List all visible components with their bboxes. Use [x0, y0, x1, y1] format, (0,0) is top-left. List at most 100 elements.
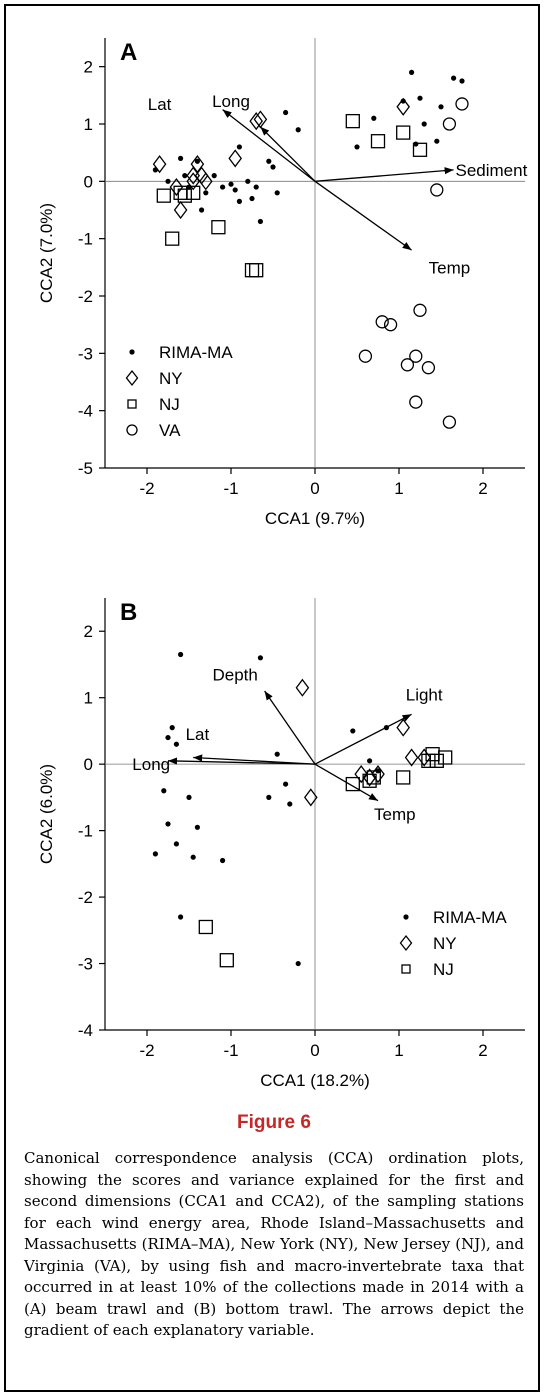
data-point-dot: [178, 651, 184, 658]
data-point-diamond: [152, 155, 167, 174]
data-point-square: [412, 142, 428, 157]
data-point-dot: [249, 195, 255, 202]
y-tick-label: 2: [84, 58, 93, 77]
data-point-dot: [354, 144, 360, 150]
data-point-square: [198, 919, 213, 935]
figure-title: Figure 6: [237, 1112, 311, 1133]
series-nj: [198, 747, 453, 968]
data-point-diamond: [186, 172, 201, 191]
data-point-dot: [245, 178, 251, 184]
data-point-diamond: [190, 155, 205, 174]
y-tick-label: 0: [84, 755, 93, 774]
data-point-dot: [232, 187, 238, 193]
legend: RIMA-MA NY NJ VA: [125, 343, 233, 440]
data-point-dot: [194, 824, 200, 830]
data-point-dot: [194, 158, 200, 164]
data-point-circle: [400, 358, 415, 372]
data-point-square: [345, 776, 360, 792]
data-point-dot: [434, 138, 440, 144]
data-point-dot: [182, 173, 188, 179]
y-tick-label: 1: [84, 115, 93, 134]
data-point-circle: [413, 303, 427, 317]
legend-marker-diamond: [125, 369, 139, 387]
legend: RIMA-MA NY NJ: [399, 908, 507, 979]
y-tick-label: -2: [78, 287, 93, 306]
y-tick-label: 2: [84, 622, 93, 641]
vector-label-lat: Lat: [186, 725, 210, 744]
y-tick-label: 1: [84, 689, 93, 708]
y-tick-label: -3: [78, 344, 93, 363]
x-axis-title: CCA1 (9.7%): [265, 509, 365, 528]
series-nj: [156, 113, 428, 278]
data-point-dot: [165, 178, 171, 184]
data-point-circle: [455, 97, 469, 111]
panel-label: B: [120, 599, 137, 626]
data-point-dot: [371, 115, 377, 121]
data-point-dot: [421, 121, 427, 127]
data-point-dot: [236, 198, 242, 204]
vector-arrow-light: [314, 713, 412, 765]
data-point-diamond: [396, 97, 411, 116]
vector-label-lat: Lat: [148, 95, 172, 114]
data-point-circle: [409, 349, 423, 363]
data-point-dot: [283, 781, 289, 787]
vector-arrow-temp: [314, 180, 412, 251]
y-tick-label: -4: [78, 402, 93, 421]
data-point-dot: [173, 741, 179, 747]
data-point-circle: [442, 415, 457, 429]
legend-label: NY: [159, 369, 183, 388]
data-point-diamond: [228, 149, 243, 168]
data-point-square: [211, 220, 226, 235]
data-point-dot: [220, 857, 226, 864]
data-point-dot: [186, 794, 192, 800]
data-point-dot: [169, 725, 175, 731]
data-point-dot: [274, 190, 280, 196]
data-point-diamond: [249, 112, 264, 131]
legend-label: NY: [433, 934, 457, 953]
y-tick-label: -3: [78, 955, 93, 974]
y-tick-label: -1: [78, 230, 93, 249]
vector-arrow-long: [259, 126, 316, 182]
legend-label: VA: [159, 421, 181, 440]
data-point-circle: [375, 315, 389, 329]
data-point-square: [244, 263, 260, 278]
x-tick-label: 0: [310, 1041, 319, 1060]
data-point-dot: [257, 655, 263, 661]
vector-label-temp: Temp: [429, 258, 471, 277]
data-point-dot: [295, 960, 301, 967]
x-tick-label: 2: [478, 479, 487, 498]
data-point-circle: [421, 361, 436, 375]
y-tick-label: -5: [78, 459, 93, 478]
x-tick-label: -1: [223, 1041, 238, 1060]
data-point-square: [362, 773, 377, 788]
data-point-dot: [253, 184, 259, 190]
data-point-dot: [178, 155, 184, 161]
data-point-dot: [257, 218, 263, 225]
data-point-square: [366, 770, 381, 785]
y-tick-label: -2: [78, 888, 93, 907]
data-point-dot: [283, 109, 289, 116]
data-point-dot: [417, 95, 423, 101]
data-point-diamond: [354, 765, 369, 784]
data-point-square: [429, 753, 444, 768]
data-point-dot: [295, 127, 301, 133]
legend-marker-square: [127, 399, 137, 409]
data-point-square: [396, 770, 411, 785]
vector-label-light: Light: [406, 685, 443, 704]
data-point-dot: [211, 173, 217, 179]
y-tick-label: 0: [84, 172, 93, 191]
data-point-dot: [266, 794, 272, 800]
vector-arrow-lat: [222, 109, 316, 182]
data-point-circle: [442, 117, 457, 131]
y-axis-title: CCA2 (7.0%): [37, 203, 56, 303]
legend-label: NJ: [433, 960, 454, 979]
vector-label-depth: Depth: [213, 665, 258, 684]
data-point-dot: [173, 841, 179, 847]
data-point-diamond: [198, 172, 213, 191]
legend-label: NJ: [159, 395, 180, 414]
figure-caption: Canonical correspondence analysis (CCA) …: [24, 1149, 524, 1339]
x-axis-title: CCA1 (18.2%): [260, 1071, 370, 1090]
legend-label: RIMA-MA: [159, 343, 233, 362]
data-point-dot: [190, 854, 196, 860]
data-point-dot: [220, 184, 226, 190]
